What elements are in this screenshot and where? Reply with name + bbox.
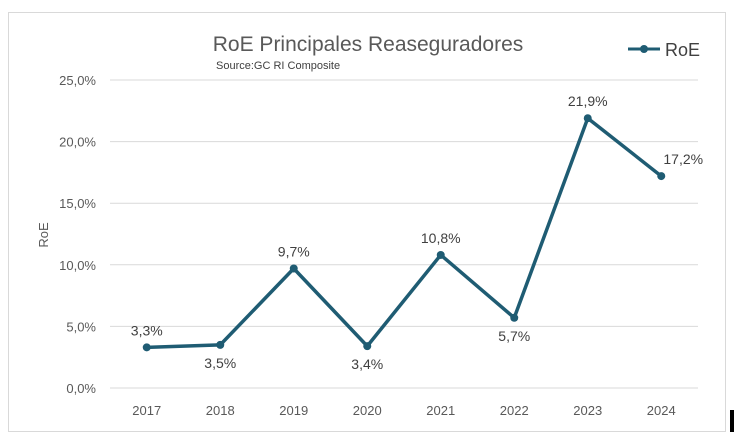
x-ticks: 2017 2018 2019 2020 2021 2022 2023 2024: [132, 403, 675, 418]
x-tick-label: 2020: [353, 403, 382, 418]
data-point: [142, 343, 151, 352]
data-label: 9,7%: [278, 243, 310, 259]
x-tick-label: 2022: [500, 403, 529, 418]
chart-frame: [8, 12, 726, 432]
x-tick-label: 2019: [279, 403, 308, 418]
data-label: 3,5%: [204, 355, 236, 371]
data-labels: 3,3% 3,5% 9,7% 3,4% 10,8% 5,7% 21,9% 17,2%: [131, 93, 703, 372]
x-tick-label: 2021: [426, 403, 455, 418]
y-tick-label: 5,0%: [66, 319, 96, 334]
y-axis-label: RoE: [36, 222, 51, 248]
legend: RoE: [628, 40, 700, 60]
x-tick-label: 2018: [206, 403, 235, 418]
x-tick-label: 2023: [573, 403, 602, 418]
chart-subtitle: Source:GC RI Composite: [216, 60, 340, 72]
data-point: [436, 250, 445, 259]
y-tick-label: 15,0%: [59, 196, 96, 211]
data-point: [583, 114, 592, 123]
edge-mark: [730, 410, 734, 432]
data-point: [289, 264, 298, 273]
data-label: 3,4%: [351, 356, 383, 372]
series-roe: [142, 114, 666, 352]
x-tick-label: 2024: [647, 403, 676, 418]
y-tick-label: 10,0%: [59, 258, 96, 273]
gridlines: [110, 79, 698, 389]
y-ticks: 0,0% 5,0% 10,0% 15,0% 20,0% 25,0%: [59, 73, 96, 396]
data-point: [363, 342, 372, 351]
y-tick-label: 25,0%: [59, 73, 96, 88]
data-label: 3,3%: [131, 322, 163, 338]
data-label: 17,2%: [663, 151, 703, 167]
data-point: [216, 340, 225, 349]
x-tick-label: 2017: [132, 403, 161, 418]
series-line: [146, 116, 663, 350]
y-tick-label: 20,0%: [59, 135, 96, 150]
data-label: 10,8%: [421, 230, 461, 246]
data-point: [657, 172, 666, 181]
data-label: 5,7%: [498, 328, 530, 344]
data-label: 21,9%: [568, 93, 608, 109]
legend-marker: [640, 45, 648, 53]
data-point: [510, 313, 519, 322]
chart-title: RoE Principales Reaseguradores: [213, 33, 524, 56]
legend-entry-roe: RoE: [665, 40, 700, 60]
y-tick-label: 0,0%: [66, 381, 96, 396]
